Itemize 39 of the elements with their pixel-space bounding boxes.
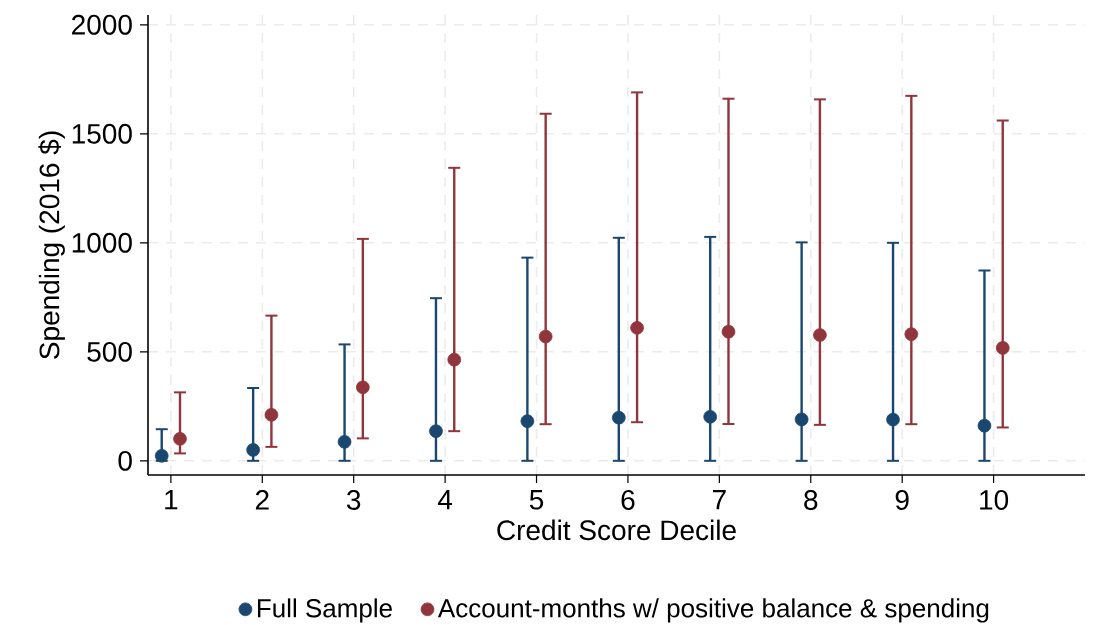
legend-label: Account-months w/ positive balance & spending [437, 598, 989, 623]
point [520, 414, 535, 428]
x-tick-label: 10 [980, 490, 1009, 510]
x-axis-title: Credit Score Decile [497, 519, 736, 541]
point [337, 435, 352, 449]
point [611, 410, 626, 425]
point [173, 432, 187, 446]
point [703, 409, 718, 424]
point [995, 341, 1010, 355]
legend-label: Full Sample [257, 598, 392, 623]
point [977, 418, 992, 433]
x-tick-label: 6 [621, 490, 635, 510]
point [794, 412, 809, 427]
x-tick-label: 2 [255, 490, 269, 510]
point [447, 352, 462, 367]
y-tick-label: 1000 [72, 232, 132, 253]
y-tick-label: 500 [87, 341, 132, 362]
y-tick-label: 0 [118, 450, 132, 471]
x-tick-label: 9 [895, 490, 909, 510]
point [246, 443, 260, 457]
x-tick-label: 1 [165, 490, 178, 510]
point [813, 328, 827, 342]
y-tick-label: 2000 [72, 14, 132, 35]
point [904, 327, 919, 341]
point [630, 321, 644, 335]
point [264, 408, 279, 422]
y-tick-label: 1500 [72, 123, 132, 144]
point [356, 380, 370, 395]
x-tick-label: 4 [437, 490, 453, 510]
point [154, 449, 169, 463]
x-tick-label: 8 [804, 490, 818, 510]
point [429, 424, 443, 438]
point [886, 412, 900, 427]
point [721, 324, 736, 339]
x-tick-label: 3 [346, 490, 361, 510]
x-tick-label: 7 [713, 490, 726, 510]
x-tick-label: 5 [529, 490, 544, 510]
y-axis-title: Spending (2016 $) [38, 131, 65, 359]
point [538, 329, 553, 344]
